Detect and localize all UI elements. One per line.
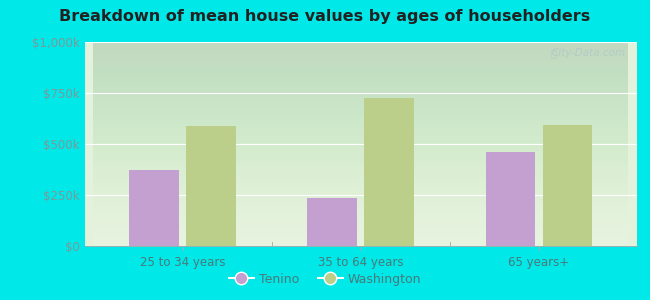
Text: City-Data.com: City-Data.com <box>552 48 626 58</box>
Bar <box>186 126 236 246</box>
Bar <box>543 124 592 246</box>
Bar <box>307 198 358 246</box>
Bar <box>486 152 536 246</box>
Bar <box>364 98 414 246</box>
Text: Breakdown of mean house values by ages of householders: Breakdown of mean house values by ages o… <box>59 9 591 24</box>
Bar <box>129 169 179 246</box>
Text: ⦿: ⦿ <box>551 48 557 58</box>
Legend: Tenino, Washington: Tenino, Washington <box>224 268 426 291</box>
